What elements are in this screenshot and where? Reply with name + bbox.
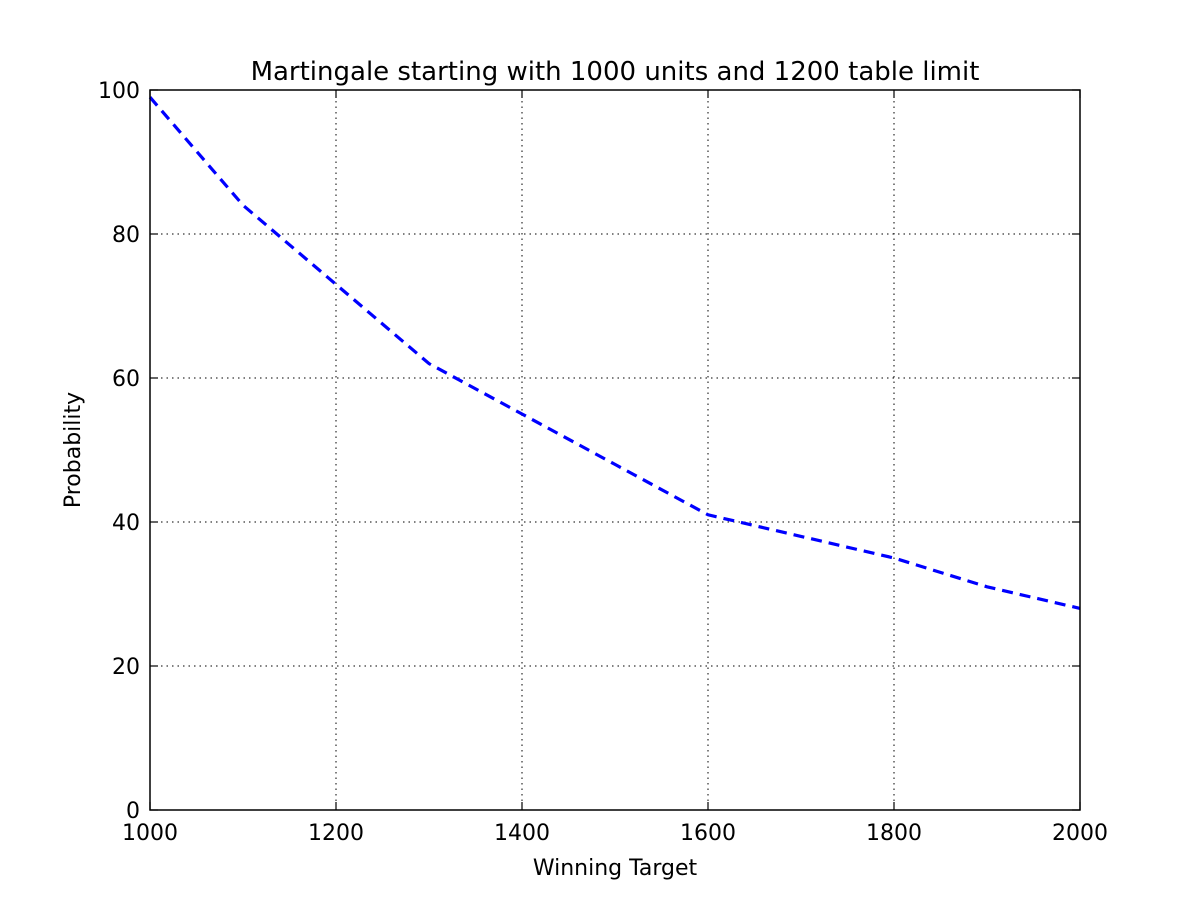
series-layer [148,96,1081,610]
x-tick-label: 1200 [308,821,364,846]
y-tick-label: 100 [98,79,140,104]
x-tick-label: 1400 [494,821,550,846]
ticks: 1000 1200 1400 1600 1800 2000 0 20 40 60 80 100 [98,79,1108,846]
series-line [148,96,1081,610]
y-tick-label: 0 [126,799,140,824]
x-tick-label: 1000 [122,821,178,846]
x-tick-label: 1600 [680,821,736,846]
x-tick-label: 2000 [1052,821,1108,846]
y-tick-label: 40 [112,511,140,536]
x-tick-label: 1800 [866,821,922,846]
grid [149,89,1081,811]
x-axis-label: Winning Target [533,856,698,881]
y-tick-label: 80 [112,223,140,248]
y-tick-label: 20 [112,655,140,680]
y-axis-label: Probability [61,392,86,508]
chart-title: Martingale starting with 1000 units and … [251,57,980,87]
plot-area-frame [149,89,1081,811]
y-tick-label: 60 [112,367,140,392]
